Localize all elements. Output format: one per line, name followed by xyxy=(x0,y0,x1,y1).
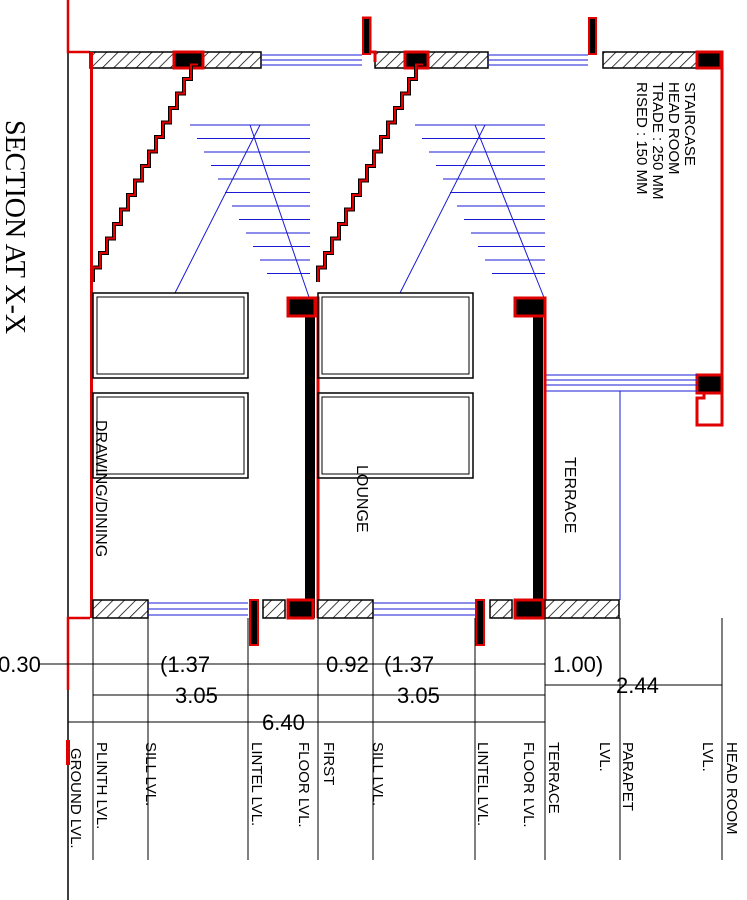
top-slab xyxy=(89,51,175,69)
staircase-1-outline xyxy=(92,63,198,282)
staircase-2 xyxy=(316,62,423,282)
dim-244: 2.44 xyxy=(616,673,659,698)
level-label: HEAD ROOM xyxy=(723,742,740,835)
lounge-door-panels xyxy=(317,292,474,479)
level-label: PARAPET xyxy=(619,742,636,811)
ground-marker xyxy=(66,740,70,765)
level-label: LVL. xyxy=(596,742,613,772)
right-lintel xyxy=(695,373,724,395)
level-label: LVL. xyxy=(699,742,716,772)
dim-030: 0.30 xyxy=(0,652,41,677)
lintel-block xyxy=(695,50,723,70)
staircase-1 xyxy=(91,62,198,282)
right-wall xyxy=(695,50,724,427)
terrace-wall-core xyxy=(533,298,543,618)
top-slab xyxy=(202,51,262,69)
top-slab xyxy=(374,51,406,69)
dim-100: 1.00) xyxy=(553,652,603,677)
staircase-note-line: TRADE : 250 MM xyxy=(649,82,666,200)
level-label: FLOOR LVL. xyxy=(520,742,537,828)
level-label: TERRACE xyxy=(545,742,562,814)
staircase-note-line: HEAD ROOM xyxy=(665,82,682,175)
level-label: LINTEL LVL. xyxy=(474,742,491,826)
stair-diagonal xyxy=(249,124,311,301)
dim-305a: 3.05 xyxy=(175,683,218,708)
level-label: GROUND LVL. xyxy=(67,748,84,849)
dim-137a: (1.37 xyxy=(160,652,210,677)
level-label: SILL LVL. xyxy=(142,742,159,806)
top-slab xyxy=(427,51,489,69)
top-window-1 xyxy=(261,54,362,66)
wall-stub xyxy=(362,17,371,55)
stair-flight-lines-2 xyxy=(399,124,546,301)
stair-diagonal xyxy=(474,124,546,301)
stair-diagonal xyxy=(174,124,261,294)
top-window-2 xyxy=(488,54,588,66)
drawing-door-panels xyxy=(92,292,249,479)
dimension-lines xyxy=(40,663,722,723)
staircase-note-line: RISED : 150 MM xyxy=(633,82,650,195)
bottom-window-2 xyxy=(373,602,475,616)
bottom-window-1 xyxy=(148,602,248,616)
room-label-lounge: LOUNGE xyxy=(353,465,370,533)
section-title: SECTION AT X-X xyxy=(0,120,30,334)
lintel-block xyxy=(172,50,205,70)
staircase-note: STAIRCASE HEAD ROOM TRADE : 250 MM RISED… xyxy=(633,82,698,200)
wall-stub xyxy=(475,599,485,646)
stair-flight-lines-1 xyxy=(174,124,311,301)
room-label-terrace: TERRACE xyxy=(561,457,578,533)
staircase-note-line: STAIRCASE xyxy=(681,82,698,166)
stair-diagonal xyxy=(399,124,486,294)
dim-640: 6.40 xyxy=(262,710,305,735)
first-floor-wall-core xyxy=(305,298,315,618)
bottom-lintel xyxy=(286,598,315,620)
plinth-outline-top xyxy=(66,0,90,54)
first-floor-slab xyxy=(286,296,317,318)
plinth-wall xyxy=(90,52,93,618)
dim-305b: 3.05 xyxy=(397,683,440,708)
bottom-slab xyxy=(92,599,149,619)
level-label: SILL LVL. xyxy=(369,742,386,806)
bottom-slab xyxy=(262,599,286,619)
top-slab xyxy=(602,51,698,69)
plinth-outline-bottom xyxy=(66,616,90,690)
level-label: FIRST xyxy=(320,742,337,785)
bottom-slab xyxy=(489,599,513,619)
headroom-window xyxy=(545,374,697,392)
level-lines xyxy=(92,618,723,860)
room-label-drawing: DRAWING/DINING xyxy=(92,420,109,557)
dim-092: 0.92 xyxy=(326,652,369,677)
bottom-slab xyxy=(544,599,620,619)
level-label: FLOOR LVL. xyxy=(295,742,312,828)
level-label: PLINTH LVL. xyxy=(93,742,110,829)
level-label: LINTEL LVL. xyxy=(248,742,265,826)
wall-stub xyxy=(249,599,259,646)
bottom-slab xyxy=(317,599,374,619)
bottom-lintel xyxy=(513,598,545,620)
staircase-2-outline xyxy=(317,63,423,282)
wall-stub xyxy=(588,17,597,55)
dim-137b: (1.37 xyxy=(384,652,434,677)
terrace-slab xyxy=(513,296,547,318)
